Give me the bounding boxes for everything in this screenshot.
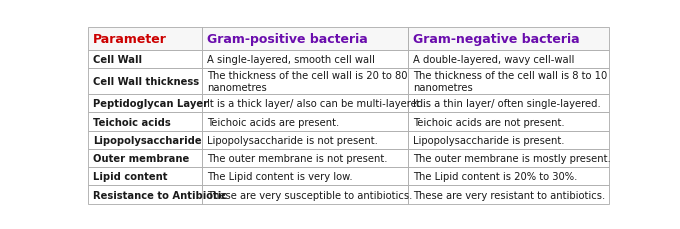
Bar: [408, 51, 609, 69]
Text: These are very resistant to antibiotics.: These are very resistant to antibiotics.: [413, 190, 606, 200]
Text: It is a thick layer/ also can be multi-layered.: It is a thick layer/ also can be multi-l…: [207, 99, 426, 109]
Bar: [408, 69, 609, 95]
Text: Outer membrane: Outer membrane: [93, 153, 189, 163]
Bar: [408, 95, 609, 113]
Bar: [408, 149, 609, 167]
Text: Lipopolysaccharide is present.: Lipopolysaccharide is present.: [413, 135, 565, 145]
Text: The Lipid content is very low.: The Lipid content is very low.: [207, 172, 353, 182]
Text: Gram-positive bacteria: Gram-positive bacteria: [207, 33, 368, 46]
Bar: [88, 113, 202, 131]
Bar: [408, 113, 609, 131]
Text: The outer membrane is mostly present.: The outer membrane is mostly present.: [413, 153, 611, 163]
Bar: [202, 149, 408, 167]
Bar: [88, 51, 202, 69]
Bar: [408, 27, 609, 51]
Text: Teichoic acids are present.: Teichoic acids are present.: [207, 117, 339, 127]
Bar: [408, 167, 609, 186]
Text: Cell Wall thickness: Cell Wall thickness: [93, 77, 199, 87]
Text: Peptidoglycan Layer: Peptidoglycan Layer: [93, 99, 208, 109]
Text: A double-layered, wavy cell-wall: A double-layered, wavy cell-wall: [413, 55, 575, 65]
Bar: [202, 95, 408, 113]
Text: Gram-negative bacteria: Gram-negative bacteria: [413, 33, 580, 46]
Bar: [88, 131, 202, 149]
Bar: [202, 131, 408, 149]
Text: Teichoic acids are not present.: Teichoic acids are not present.: [413, 117, 565, 127]
Text: Resistance to Antibiotic: Resistance to Antibiotic: [93, 190, 227, 200]
Bar: [202, 186, 408, 204]
Text: The thickness of the cell wall is 20 to 80
nanometres: The thickness of the cell wall is 20 to …: [207, 71, 408, 93]
Bar: [88, 27, 202, 51]
Bar: [88, 167, 202, 186]
Bar: [88, 69, 202, 95]
Text: Lipid content: Lipid content: [93, 172, 167, 182]
Bar: [88, 95, 202, 113]
Text: The outer membrane is not present.: The outer membrane is not present.: [207, 153, 388, 163]
Bar: [88, 186, 202, 204]
Text: The Lipid content is 20% to 30%.: The Lipid content is 20% to 30%.: [413, 172, 578, 182]
Bar: [202, 69, 408, 95]
Bar: [202, 51, 408, 69]
Bar: [408, 131, 609, 149]
Text: It is a thin layer/ often single-layered.: It is a thin layer/ often single-layered…: [413, 99, 601, 109]
Bar: [202, 27, 408, 51]
Text: Lipopolysaccharide: Lipopolysaccharide: [93, 135, 201, 145]
Bar: [202, 167, 408, 186]
Text: The thickness of the cell wall is 8 to 10
nanometres: The thickness of the cell wall is 8 to 1…: [413, 71, 607, 93]
Text: These are very susceptible to antibiotics.: These are very susceptible to antibiotic…: [207, 190, 413, 200]
Text: Lipopolysaccharide is not present.: Lipopolysaccharide is not present.: [207, 135, 378, 145]
Text: Parameter: Parameter: [93, 33, 167, 46]
Bar: [202, 113, 408, 131]
Bar: [408, 186, 609, 204]
Text: Cell Wall: Cell Wall: [93, 55, 142, 65]
Text: Teichoic acids: Teichoic acids: [93, 117, 171, 127]
Text: A single-layered, smooth cell wall: A single-layered, smooth cell wall: [207, 55, 375, 65]
Bar: [88, 149, 202, 167]
